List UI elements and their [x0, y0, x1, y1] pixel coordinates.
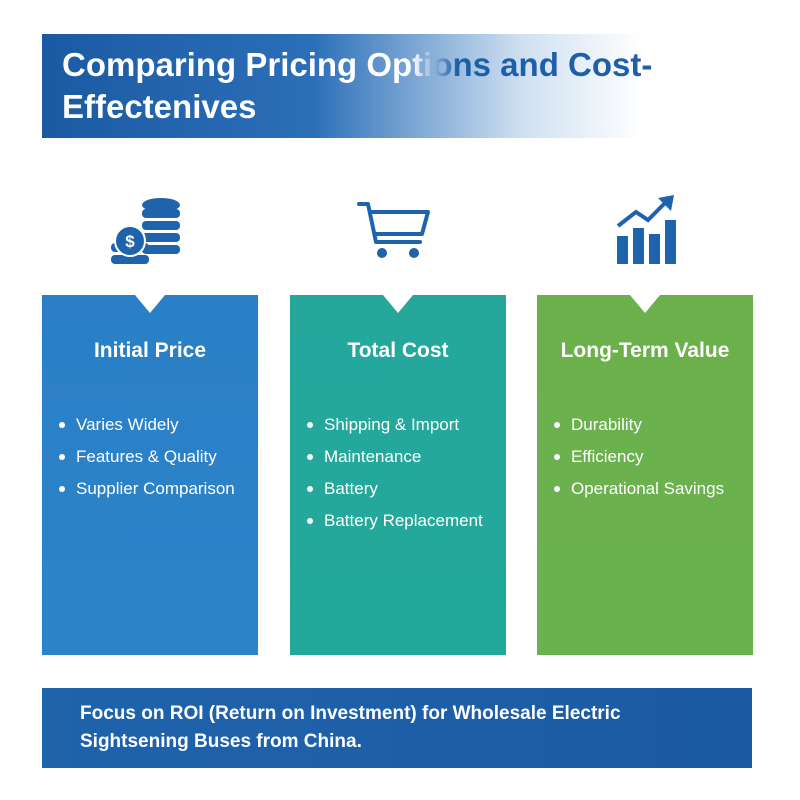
page-title: Comparing Pricing Options and Cost-Effec… — [62, 44, 662, 128]
bullet-list: Durability Efficiency Operational Savings — [537, 409, 753, 505]
bullet-list: Shipping & Import Maintenance Battery Batte… — [290, 409, 506, 537]
bullet-item: Battery — [307, 473, 506, 505]
card-title: Total Cost — [347, 339, 449, 362]
bullet-item: Battery Replacement — [307, 505, 506, 537]
footer-text: Focus on ROI (Return on Investment) for … — [80, 703, 621, 752]
bullet-item: Durability — [554, 409, 753, 441]
card: Long-Term Value Durability Efficiency Opera… — [537, 295, 753, 655]
bullet-item: Efficiency — [554, 441, 753, 473]
card: Initial Price Varies Widely Features & Qua… — [42, 295, 258, 655]
bullet-list: Varies Widely Features & Quality Supplier … — [42, 409, 258, 505]
bullet-item: Supplier Comparison — [59, 473, 258, 505]
svg-text:$: $ — [125, 232, 135, 251]
growth-icon — [616, 195, 676, 264]
bullet-item: Features & Quality — [59, 441, 258, 473]
bullet-item: Shipping & Import — [307, 409, 506, 441]
bullet-item: Operational Savings — [554, 473, 753, 505]
bullet-item: Varies Widely — [59, 409, 258, 441]
cart-icon — [357, 202, 430, 258]
coins-icon: $ — [111, 198, 180, 264]
title-banner — [42, 34, 642, 138]
card-title: Initial Price — [93, 339, 207, 362]
bullet-item: Maintenance — [307, 441, 506, 473]
footer-banner: Focus on ROI (Return on Investment) for … — [42, 688, 752, 768]
card: Total Cost Shipping & Import Maintenance Ba… — [290, 295, 506, 655]
card-title: Long-Term Value — [560, 339, 730, 362]
